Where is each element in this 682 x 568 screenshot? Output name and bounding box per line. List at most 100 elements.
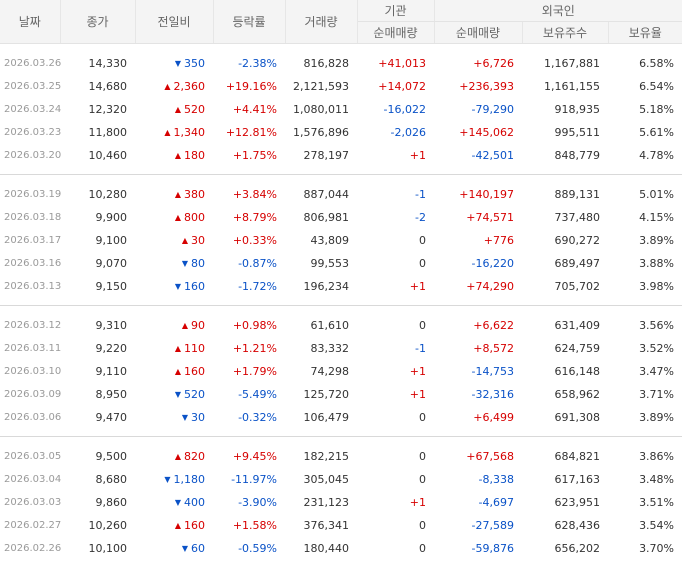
change-value: 350 xyxy=(184,57,205,70)
change-value: 110 xyxy=(184,342,205,355)
table-row: 2026.03.10 9,110 ▲ 160 +1.79% 74,298 +1 -14,753… xyxy=(0,360,682,383)
group-spacer xyxy=(0,167,682,175)
foreign-net-cell: +145,062 xyxy=(459,126,514,139)
triangle-down-icon: ▼ xyxy=(174,498,181,507)
rate-cell: +4.41% xyxy=(232,103,277,116)
table-row: 2026.03.06 9,470 ▼ 30 -0.32% 106,479 0 +6,499 69… xyxy=(0,406,682,429)
rate-cell: +1.75% xyxy=(232,149,277,162)
foreign-ratio-cell: 3.51% xyxy=(639,496,675,509)
change-value: 520 xyxy=(184,388,205,401)
change-cell: ▼ 30 xyxy=(135,406,213,429)
foreign-ratio-cell: 3.89% xyxy=(639,234,675,247)
table-row: 2026.03.18 9,900 ▲ 800 +8.79% 806,981 -2 +74,57… xyxy=(0,206,682,229)
date-cell: 2026.03.17 xyxy=(4,235,62,246)
foreign-ratio-cell: 3.98% xyxy=(639,280,675,293)
foreign-holdings-cell: 658,962 xyxy=(554,388,601,401)
change-value: 160 xyxy=(184,519,205,532)
institution-net-cell: 0 xyxy=(419,519,426,532)
date-cell: 2026.03.05 xyxy=(4,451,62,462)
change-value: 160 xyxy=(184,280,205,293)
volume-cell: 180,440 xyxy=(303,542,350,555)
foreign-net-cell: -8,338 xyxy=(478,473,514,486)
rate-cell: -5.49% xyxy=(238,388,277,401)
foreign-ratio-cell: 4.78% xyxy=(639,149,675,162)
institution-net-cell: -2,026 xyxy=(390,126,426,139)
triangle-down-icon: ▼ xyxy=(181,544,188,553)
close-cell: 9,310 xyxy=(95,319,128,332)
rate-cell: -0.87% xyxy=(238,257,277,270)
rate-cell: +0.98% xyxy=(232,319,277,332)
change-value: 800 xyxy=(184,211,205,224)
rate-cell: -0.59% xyxy=(238,542,277,555)
header-foreign-group: 외국인 xyxy=(434,0,682,22)
close-cell: 9,100 xyxy=(95,234,128,247)
rate-cell: -1.72% xyxy=(238,280,277,293)
close-cell: 9,500 xyxy=(95,450,128,463)
date-cell: 2026.03.25 xyxy=(4,81,62,92)
group-spacer xyxy=(0,298,682,306)
volume-cell: 1,576,896 xyxy=(293,126,349,139)
volume-cell: 2,121,593 xyxy=(293,80,349,93)
rate-cell: -11.97% xyxy=(231,473,277,486)
date-cell: 2026.03.12 xyxy=(4,320,62,331)
triangle-down-icon: ▼ xyxy=(174,390,181,399)
change-value: 30 xyxy=(191,234,205,247)
close-cell: 9,900 xyxy=(95,211,128,224)
date-cell: 2026.03.18 xyxy=(4,212,62,223)
table-row: 2026.03.17 9,100 ▲ 30 +0.33% 43,809 0 +776 690,2… xyxy=(0,229,682,252)
foreign-net-cell: -16,220 xyxy=(471,257,514,270)
change-value: 380 xyxy=(184,188,205,201)
triangle-up-icon: ▲ xyxy=(174,367,181,376)
close-cell: 14,330 xyxy=(88,57,128,70)
group-spacer xyxy=(0,44,682,53)
foreign-net-cell: -32,316 xyxy=(471,388,514,401)
foreign-holdings-cell: 656,202 xyxy=(554,542,601,555)
change-cell: ▲ 30 xyxy=(135,229,213,252)
change-value: 520 xyxy=(184,103,205,116)
rate-cell: +0.33% xyxy=(232,234,277,247)
institution-net-cell: -16,022 xyxy=(383,103,426,116)
date-cell: 2026.03.13 xyxy=(4,281,62,292)
triangle-down-icon: ▼ xyxy=(174,282,181,291)
table-row: 2026.03.13 9,150 ▼ 160 -1.72% 196,234 +1 +74,29… xyxy=(0,275,682,298)
foreign-holdings-cell: 848,779 xyxy=(554,149,601,162)
table-row: 2026.03.04 8,680 ▼ 1,180 -11.97% 305,045 0 -8,3… xyxy=(0,468,682,491)
date-cell: 2026.02.27 xyxy=(4,520,62,531)
foreign-holdings-cell: 1,167,881 xyxy=(544,57,600,70)
foreign-holdings-cell: 690,272 xyxy=(554,234,601,247)
date-cell: 2026.03.03 xyxy=(4,497,62,508)
triangle-up-icon: ▲ xyxy=(174,344,181,353)
foreign-net-cell: +8,572 xyxy=(473,342,514,355)
institution-net-cell: -2 xyxy=(415,211,426,224)
institution-net-cell: 0 xyxy=(419,450,426,463)
close-cell: 10,260 xyxy=(88,519,128,532)
rate-cell: +8.79% xyxy=(232,211,277,224)
volume-cell: 1,080,011 xyxy=(293,103,349,116)
foreign-holdings-cell: 628,436 xyxy=(554,519,601,532)
date-cell: 2026.03.10 xyxy=(4,366,62,377)
institution-net-cell: 0 xyxy=(419,319,426,332)
volume-cell: 125,720 xyxy=(303,388,350,401)
close-cell: 9,070 xyxy=(95,257,128,270)
foreign-ratio-cell: 6.54% xyxy=(639,80,675,93)
date-cell: 2026.03.24 xyxy=(4,104,62,115)
date-cell: 2026.03.19 xyxy=(4,189,62,200)
table-header: 날짜 종가 전일비 등락률 거래량 기관 외국인 순매매량 순매매량 보유주수 … xyxy=(0,0,682,44)
foreign-net-cell: +67,568 xyxy=(466,450,514,463)
change-value: 180 xyxy=(184,149,205,162)
close-cell: 10,280 xyxy=(88,188,128,201)
date-cell: 2026.03.04 xyxy=(4,474,62,485)
triangle-down-icon: ▼ xyxy=(181,413,188,422)
group-spacer xyxy=(0,560,682,567)
volume-cell: 816,828 xyxy=(303,57,350,70)
foreign-holdings-cell: 623,951 xyxy=(554,496,601,509)
rate-cell: +19.16% xyxy=(225,80,277,93)
header-change: 전일비 xyxy=(135,0,214,44)
table-row: 2026.03.03 9,860 ▼ 400 -3.90% 231,123 +1 -4,697… xyxy=(0,491,682,514)
change-value: 160 xyxy=(184,365,205,378)
change-cell: ▲ 180 xyxy=(135,144,213,167)
triangle-up-icon: ▲ xyxy=(164,128,171,137)
institution-net-cell: +1 xyxy=(409,365,426,378)
change-cell: ▲ 820 xyxy=(135,445,213,468)
